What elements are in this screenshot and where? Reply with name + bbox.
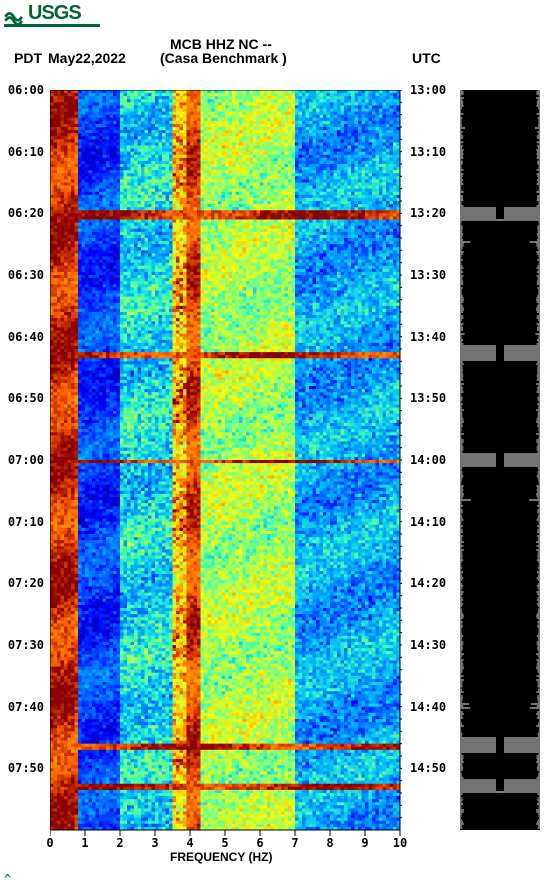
x-tick-label: 5	[215, 836, 235, 850]
pdt-label: PDT	[14, 50, 42, 66]
y-left-tick-label: 06:20	[4, 206, 44, 220]
y-right-tick-label: 14:00	[410, 453, 450, 467]
x-tick-label: 3	[145, 836, 165, 850]
x-tick-label: 0	[40, 836, 60, 850]
y-left-tick-label: 07:20	[4, 576, 44, 590]
date-label: May22,2022	[48, 50, 126, 66]
y-right-tick-label: 14:20	[410, 576, 450, 590]
y-right-tick-label: 13:20	[410, 206, 450, 220]
y-right-tick-label: 13:30	[410, 268, 450, 282]
y-right-tick-label: 13:10	[410, 145, 450, 159]
x-axis-title: FREQUENCY (HZ)	[170, 850, 272, 864]
y-left-tick-label: 06:40	[4, 330, 44, 344]
x-tick-label: 2	[110, 836, 130, 850]
y-right-tick-label: 14:30	[410, 638, 450, 652]
y-left-tick-label: 07:00	[4, 453, 44, 467]
usgs-underline	[4, 24, 100, 27]
y-right-tick-label: 13:00	[410, 83, 450, 97]
usgs-wave-icon	[4, 3, 26, 25]
site-label: (Casa Benchmark )	[160, 50, 287, 66]
utc-label: UTC	[412, 50, 441, 66]
y-right-tick-label: 13:40	[410, 330, 450, 344]
y-right-tick-label: 13:50	[410, 391, 450, 405]
x-tick-label: 9	[355, 836, 375, 850]
x-tick-label: 10	[390, 836, 410, 850]
y-left-tick-label: 06:00	[4, 83, 44, 97]
y-left-tick-label: 07:10	[4, 515, 44, 529]
waveform-side-panel	[460, 90, 540, 830]
x-tick-label: 8	[320, 836, 340, 850]
x-tick-label: 4	[180, 836, 200, 850]
y-left-tick-label: 06:30	[4, 268, 44, 282]
x-tick-label: 1	[75, 836, 95, 850]
usgs-logo: USGS	[4, 2, 81, 25]
spectrogram-plot	[50, 90, 402, 870]
y-right-tick-label: 14:10	[410, 515, 450, 529]
y-left-tick-label: 07:40	[4, 700, 44, 714]
y-left-tick-label: 06:10	[4, 145, 44, 159]
footer-caret: ^	[4, 872, 11, 886]
y-left-tick-label: 06:50	[4, 391, 44, 405]
x-tick-label: 6	[250, 836, 270, 850]
y-right-tick-label: 14:40	[410, 700, 450, 714]
y-left-tick-label: 07:50	[4, 761, 44, 775]
y-left-tick-label: 07:30	[4, 638, 44, 652]
y-right-tick-label: 14:50	[410, 761, 450, 775]
usgs-logo-text: USGS	[28, 2, 81, 25]
x-tick-label: 7	[285, 836, 305, 850]
